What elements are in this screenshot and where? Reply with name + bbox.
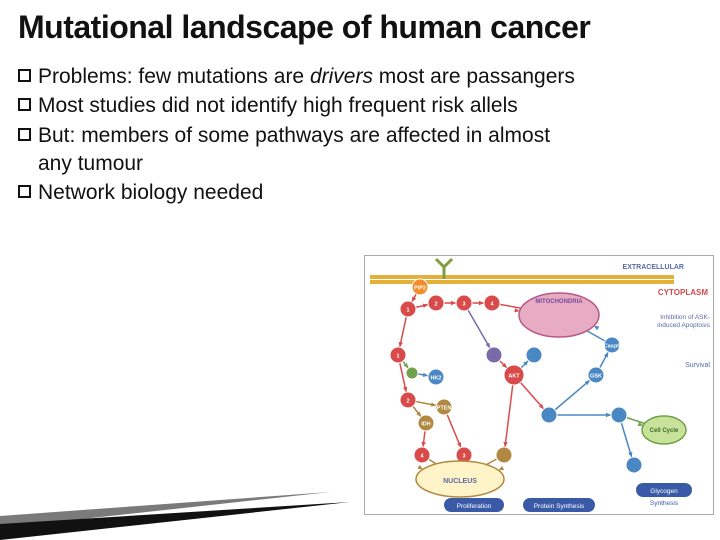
bullet-text: Network biology needed — [38, 181, 263, 204]
bullet-emph: drivers — [310, 65, 373, 88]
bullet-item: But: members of some pathways are affect… — [18, 122, 578, 177]
svg-text:induced Apoptosis: induced Apoptosis — [657, 322, 711, 329]
slide-wedge-decoration — [0, 480, 350, 540]
svg-text:PTEN: PTEN — [437, 406, 452, 412]
svg-text:1: 1 — [406, 308, 409, 314]
bullet-lead: But: — [38, 124, 75, 147]
bullet-box-icon — [18, 69, 31, 82]
bullet-box-icon — [18, 98, 31, 111]
bullet-item: Most studies did not identify high frequ… — [18, 92, 578, 120]
diagram-svg: PIP212341HK22IDHPTENAKT43GSKCasp9EXTRACE… — [364, 255, 714, 515]
svg-text:Casp9: Casp9 — [604, 344, 621, 350]
svg-text:Glycogen: Glycogen — [650, 488, 678, 495]
svg-text:EXTRACELLULAR: EXTRACELLULAR — [623, 264, 684, 271]
svg-text:PIP2: PIP2 — [414, 286, 426, 292]
svg-text:MITOCHONDRIA: MITOCHONDRIA — [535, 299, 583, 305]
slide-title: Mutational landscape of human cancer — [18, 10, 702, 45]
bullet-lead: Problems: — [38, 65, 133, 88]
svg-text:GSK: GSK — [590, 374, 602, 380]
bullet-text: Most studies did not identify high frequ… — [38, 94, 518, 117]
svg-text:HK2: HK2 — [430, 376, 441, 382]
bullet-list: Problems: few mutations are drivers most… — [18, 63, 578, 208]
svg-text:Inhibition of ASK-: Inhibition of ASK- — [660, 314, 710, 321]
bullet-box-icon — [18, 128, 31, 141]
bullet-item: Problems: few mutations are drivers most… — [18, 63, 578, 91]
bullet-body: members of some pathways are affected in… — [38, 124, 550, 175]
svg-text:Protein Synthesis: Protein Synthesis — [534, 503, 585, 510]
bullet-text: Problems: few mutations are drivers most… — [38, 65, 575, 88]
wedge-svg — [0, 480, 350, 540]
bullet-body: Network biology needed — [38, 181, 263, 204]
bullet-body: few mutations are — [133, 65, 310, 88]
svg-text:CYTOPLASM: CYTOPLASM — [658, 288, 708, 297]
bullet-body: Most studies did not identify high frequ… — [38, 94, 518, 117]
svg-text:2: 2 — [434, 302, 437, 308]
svg-text:AKT: AKT — [508, 374, 520, 380]
bullet-box-icon — [18, 185, 31, 198]
svg-text:NUCLEUS: NUCLEUS — [443, 478, 477, 485]
svg-text:Synthesis: Synthesis — [650, 500, 679, 507]
svg-text:IDH: IDH — [421, 422, 431, 428]
svg-text:3: 3 — [462, 302, 465, 308]
svg-text:2: 2 — [406, 399, 409, 405]
bullet-item: Network biology needed — [18, 179, 578, 207]
svg-text:Cell Cycle: Cell Cycle — [650, 428, 679, 434]
bullet-tail: most are passangers — [373, 65, 575, 88]
svg-text:Survival: Survival — [685, 362, 710, 369]
bullet-text: But: members of some pathways are affect… — [38, 124, 550, 175]
slide: Mutational landscape of human cancer Pro… — [0, 0, 720, 540]
svg-text:Proliferation: Proliferation — [457, 503, 492, 510]
svg-text:3: 3 — [462, 454, 465, 460]
pathway-diagram: PIP212341HK22IDHPTENAKT43GSKCasp9EXTRACE… — [364, 255, 714, 515]
svg-text:1: 1 — [396, 354, 399, 360]
